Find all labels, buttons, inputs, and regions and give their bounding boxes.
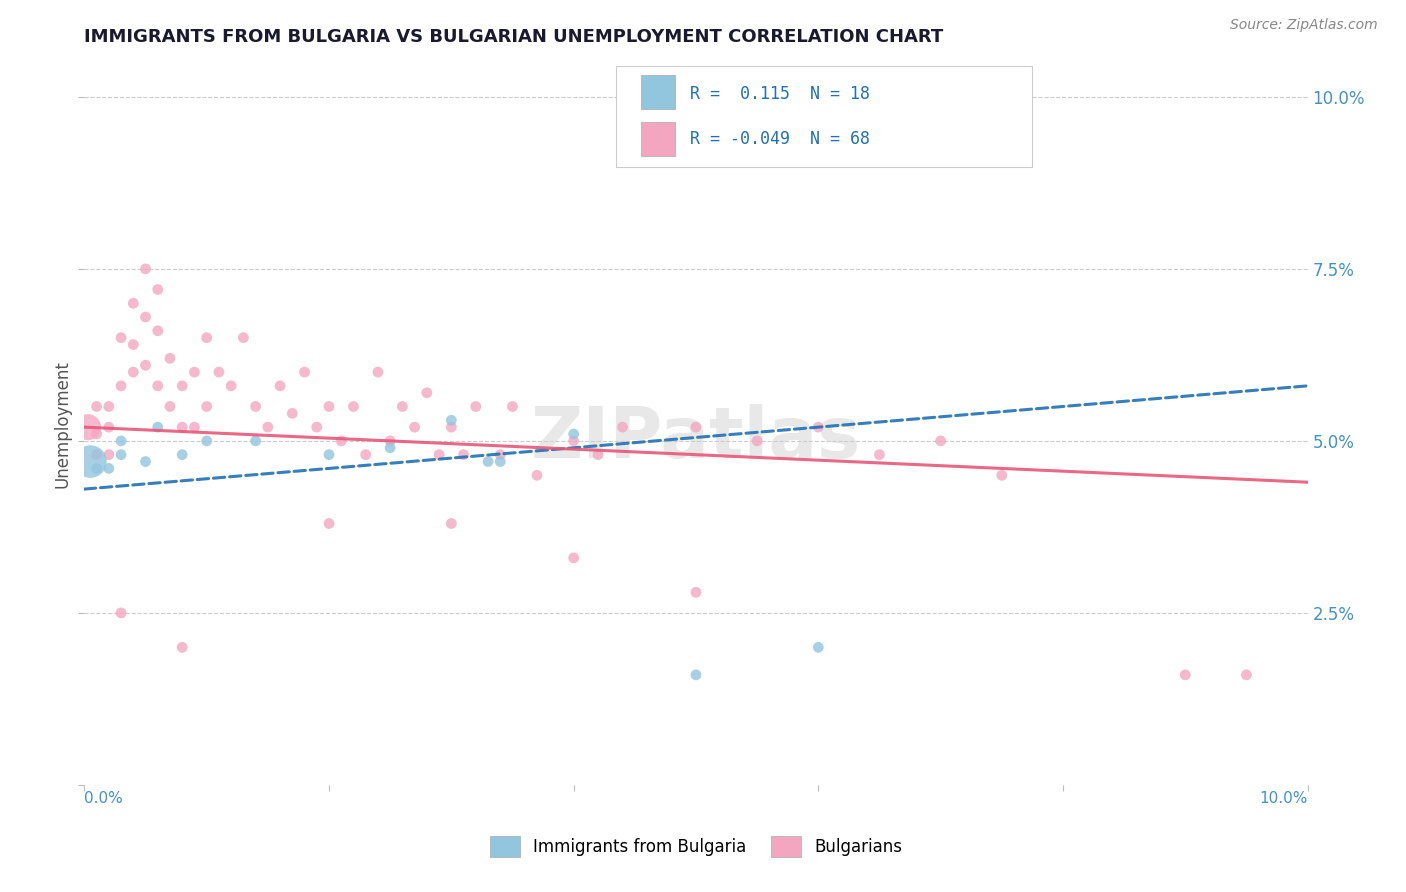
Point [110,448,132,462]
Point [807,420,830,434]
Point [807,640,830,655]
Point [110,379,132,393]
Point [464,400,486,414]
Point [269,379,291,393]
Point [135,310,157,324]
Point [342,400,364,414]
Point [380,434,402,448]
Point [135,261,157,276]
Point [416,385,439,400]
Point [97,448,120,462]
Point [245,434,267,448]
Point [146,324,169,338]
Text: R = -0.049  N = 68: R = -0.049 N = 68 [690,130,870,148]
Point [195,331,218,345]
Point [79,454,101,468]
Point [97,461,120,475]
Point [86,461,108,475]
Point [318,516,340,531]
Point [502,400,524,414]
Legend: Immigrants from Bulgaria, Bulgarians: Immigrants from Bulgaria, Bulgarians [482,830,910,863]
Point [294,365,316,379]
Point [427,448,450,462]
Point [195,434,218,448]
Point [159,400,181,414]
Point [305,420,328,434]
Point [440,516,463,531]
Point [77,420,100,434]
Point [172,640,194,655]
Point [685,585,707,599]
Point [318,448,340,462]
Text: Source: ZipAtlas.com: Source: ZipAtlas.com [1230,18,1378,32]
Point [86,400,108,414]
Point [330,434,353,448]
Point [183,420,205,434]
Point [562,434,585,448]
Point [318,400,340,414]
Point [257,420,280,434]
Point [440,420,463,434]
Point [380,441,402,455]
Point [97,400,120,414]
Point [562,427,585,442]
FancyBboxPatch shape [616,66,1032,167]
Point [489,448,512,462]
Point [440,413,463,427]
Point [219,379,242,393]
Point [172,420,194,434]
Point [122,296,145,310]
Point [747,434,769,448]
Point [453,448,475,462]
Text: 0.0%: 0.0% [84,790,124,805]
Text: IMMIGRANTS FROM BULGARIA VS BULGARIAN UNEMPLOYMENT CORRELATION CHART: IMMIGRANTS FROM BULGARIA VS BULGARIAN UN… [84,28,943,45]
Point [122,337,145,351]
Point [391,400,413,414]
Point [367,365,389,379]
Text: 10.0%: 10.0% [1260,790,1308,805]
Point [685,420,707,434]
Point [991,468,1014,483]
Point [146,379,169,393]
Point [110,331,132,345]
Text: ZIPatlas: ZIPatlas [531,404,860,473]
Point [281,406,304,420]
Point [159,351,181,366]
Point [685,668,707,682]
Bar [641,121,675,156]
Y-axis label: Unemployment: Unemployment [53,359,72,488]
Point [1236,668,1258,682]
Point [183,365,205,379]
Point [135,454,157,468]
Point [110,434,132,448]
Point [86,448,108,462]
Point [97,420,120,434]
Point [245,400,267,414]
Point [86,427,108,442]
Point [1174,668,1197,682]
Point [110,606,132,620]
Point [146,283,169,297]
Point [354,448,377,462]
Point [195,400,218,414]
Text: R =  0.115  N = 18: R = 0.115 N = 18 [690,85,870,103]
Point [146,420,169,434]
Point [122,365,145,379]
Point [929,434,952,448]
Point [135,358,157,372]
Point [869,448,891,462]
Point [172,379,194,393]
Point [477,454,499,468]
Point [172,448,194,462]
Point [208,365,231,379]
Bar [641,75,675,110]
Point [489,454,512,468]
Point [562,550,585,565]
Point [526,468,548,483]
Point [232,331,254,345]
Point [586,448,609,462]
Point [404,420,426,434]
Point [612,420,634,434]
